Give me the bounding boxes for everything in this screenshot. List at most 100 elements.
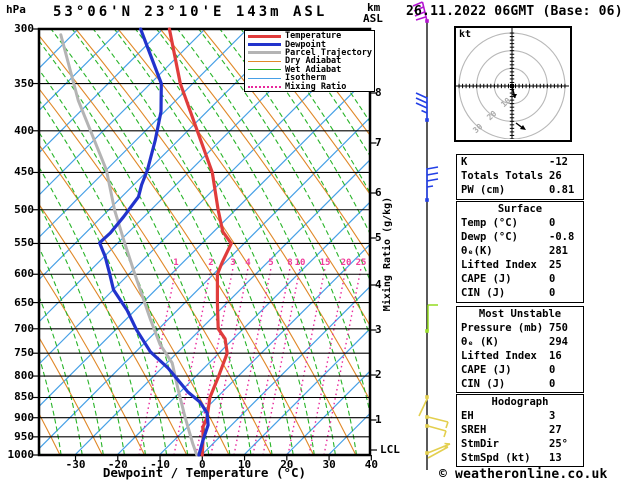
stats-row: StmDir 25° — [457, 437, 583, 451]
stats-row: EH 3 — [457, 409, 583, 423]
x-axis-title: Dewpoint / Temperature (°C) — [102, 465, 307, 480]
wind-barb-blue — [425, 166, 439, 202]
wind-barb-marker — [425, 19, 429, 23]
legend-line-sample — [248, 60, 281, 62]
stats-label: θₑ(K) — [461, 245, 493, 257]
stats-label: K — [461, 156, 468, 168]
mixing-ratio-line — [308, 267, 347, 455]
stats-value: 26 — [549, 170, 562, 182]
stats-row: Totals Totals 26 — [457, 169, 583, 183]
km-tick-label: 3 — [375, 323, 382, 336]
legend-line-sample — [248, 69, 281, 71]
legend-item-label: Wet Adiabat — [285, 64, 342, 75]
pressure-tick-label: 900 — [14, 410, 34, 424]
dry-adiabat-line — [39, 336, 103, 455]
isotherm-line — [39, 29, 248, 239]
plot-border — [37, 27, 372, 457]
legend-item-label: Dry Adiabat — [285, 56, 342, 67]
wind-barb-feather — [426, 185, 434, 188]
stats-label: CAPE (J) — [461, 273, 512, 285]
wind-barb-yellow — [425, 415, 449, 429]
stats-value: 25° — [549, 438, 568, 450]
pressure-tick-label: 400 — [14, 123, 34, 137]
wet-adiabat-line — [71, 29, 273, 455]
stats-value: 0.81 — [549, 184, 575, 196]
most-unstable-title: Most Unstable — [478, 308, 562, 320]
wind-barb-marker — [425, 395, 429, 399]
wet-adiabat-line — [39, 246, 104, 455]
pressure-tick-label: 300 — [14, 22, 34, 35]
dry-adiabat-line — [39, 203, 188, 455]
wind-barb-blue — [415, 92, 429, 122]
wet-adiabat-line — [177, 29, 370, 416]
wind-barb-feather — [427, 425, 447, 432]
hodograph-stats-box: Hodograph EH 3 SREH 27 StmDir 25° StmSpd (kt) 1… — [456, 394, 584, 467]
dry-adiabat-line — [159, 29, 370, 327]
wind-barb-marker — [425, 118, 429, 122]
pressure-tick-label: 850 — [14, 390, 34, 404]
mixing-ratio-label: 20 — [340, 258, 352, 268]
stats-row: θₑ (K) 294 — [457, 335, 583, 349]
legend-item: Dry Adiabat — [248, 56, 374, 67]
temp-tick-label: 10 — [237, 458, 252, 471]
datetime-label: 26.11.2022 06GMT (Base: 06) — [406, 4, 623, 19]
isotherm-line — [116, 201, 370, 455]
wet-adiabat-line — [39, 355, 62, 455]
stats-row: Dewp (°C) -0.8 — [457, 230, 583, 244]
wind-barb-feather — [414, 11, 425, 17]
page-title: 53°06'N 23°10'E 143m ASL — [53, 4, 328, 20]
wind-barb-feather — [426, 166, 439, 170]
isotherm-line — [39, 29, 290, 281]
wind-barb-feather — [442, 445, 449, 448]
stats-value: 294 — [549, 336, 568, 348]
stats-row: StmSpd (kt) 13 — [457, 451, 583, 465]
wet-adiabat-line — [39, 40, 231, 455]
temp-tick-label: 40 — [364, 458, 378, 471]
stats-row: Lifted Index 25 — [457, 258, 583, 272]
mixing-ratio-label: 1 — [173, 258, 179, 268]
stats-row: Temp (°C) 0 — [457, 216, 583, 230]
wet-adiabat-line — [39, 295, 83, 455]
wind-barb-feather — [443, 430, 447, 438]
isotherm-line — [158, 243, 370, 455]
mixing-ratio-line — [210, 267, 249, 455]
wind-barb-marker — [425, 451, 429, 455]
stats-label: Dewp (°C) — [461, 231, 518, 243]
hodograph-stats-title: Hodograph — [491, 396, 549, 408]
pressure-tick-label: 350 — [14, 76, 34, 90]
stats-value: 16 — [549, 350, 562, 362]
wet-adiabat-line — [50, 29, 252, 455]
wind-barb-purple — [412, 1, 429, 23]
wet-adiabat-line — [261, 29, 370, 195]
isotherm-line — [243, 328, 370, 455]
legend-line-sample — [248, 43, 281, 47]
stats-label: CIN (J) — [461, 378, 506, 390]
wind-barb-yellow — [418, 395, 429, 417]
mixing-ratio-label: 2 — [208, 258, 214, 268]
stats-value: 281 — [549, 245, 568, 257]
wind-barb-feather — [427, 443, 451, 454]
stats-value: 0 — [549, 364, 556, 376]
mixing-ratio-line — [323, 267, 362, 455]
dry-adiabat-line — [39, 87, 272, 455]
wet-adiabat-line — [134, 29, 336, 455]
legend-item: Mixing Ratio — [248, 82, 374, 91]
temp-tick-label: 0 — [198, 458, 206, 471]
km-axis-unit: km — [367, 1, 381, 14]
pressure-tick-label: 950 — [14, 429, 34, 443]
stats-row: PW (cm) 0.81 — [457, 183, 583, 197]
pressure-tick-label: 700 — [14, 321, 34, 335]
km-tick-label: 8 — [375, 86, 382, 99]
stats-row: θₑ(K) 281 — [457, 244, 583, 258]
wet-adiabat-line — [198, 29, 370, 339]
dry-adiabat-line — [75, 29, 357, 455]
pressure-tick-label: 750 — [14, 346, 34, 360]
stats-value: 0 — [549, 378, 556, 390]
stats-value: -0.8 — [549, 231, 575, 243]
legend-item: Parcel Trajectory — [248, 49, 374, 57]
km-tick-label: 6 — [375, 186, 382, 199]
lcl-label: LCL — [380, 443, 400, 456]
isotherm-line — [39, 29, 121, 112]
stats-label: CIN (J) — [461, 287, 506, 299]
